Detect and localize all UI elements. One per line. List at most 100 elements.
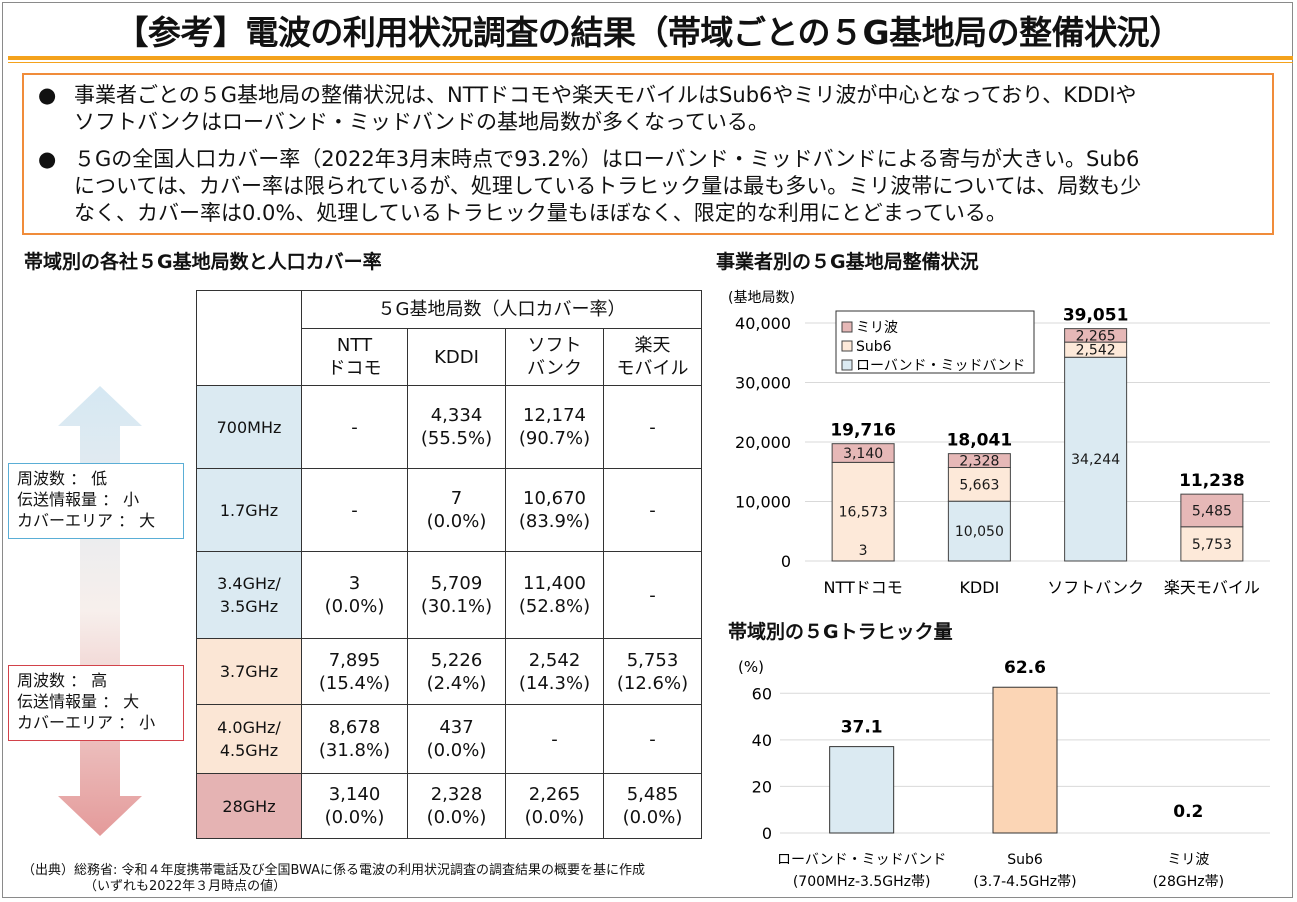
table-cell: 437 (0.0%)	[408, 705, 506, 774]
table-cell: -	[302, 386, 408, 469]
y-tick-label: 10,000	[735, 493, 791, 512]
value-label: 62.6	[1004, 658, 1046, 678]
table-row: 1.7GHz - 7 (0.0%) 10,670 (83.9%) -	[197, 469, 702, 552]
x-tick-label: ローバンド・ミッドバンド	[777, 852, 946, 868]
frequency-high-box: 周波数 ： 高 伝送情報量 ： 大 カバーエリア ： 小	[8, 665, 184, 741]
data-label: 5,663	[959, 477, 999, 493]
column-header-kddi: KDDI	[408, 329, 506, 386]
y-tick-label: 0	[762, 824, 772, 843]
table-cell: 11,400 (52.8%)	[506, 552, 604, 639]
source-line: （出典）総務省: 令和４年度携帯電話及び全国BWAに係る電波の利用状況調査の調査…	[22, 863, 645, 879]
table-cell: -	[302, 469, 408, 552]
bar	[993, 687, 1057, 833]
data-label: 5,485	[1192, 503, 1232, 519]
x-tick-label: 楽天モバイル	[1164, 578, 1260, 597]
table-section-title: 帯域別の各社５G基地局数と人口カバー率	[24, 247, 382, 274]
legend-swatch	[842, 322, 852, 332]
y-axis-label: (基地局数)	[728, 289, 795, 306]
data-label: 2,328	[959, 454, 999, 470]
base-station-table: ５G基地局数（人口カバー率） NTT ドコモ KDDI ソフト バンク 楽天 モバイル…	[196, 290, 702, 839]
table-cell: 10,670 (83.9%)	[506, 469, 604, 552]
total-label: 18,041	[947, 431, 1013, 451]
bullet-text-line: なく、カバー率は0.0%、処理しているトラヒック量もほぼなく、限定的な利用にとど…	[74, 200, 1264, 227]
data-label: 16,573	[839, 505, 888, 521]
source-line: （いずれも2022年３月時点の値）	[22, 879, 645, 895]
y-tick-label: 60	[752, 684, 772, 703]
y-tick-label: 20	[752, 777, 772, 796]
column-header-softbank: ソフト バンク	[506, 329, 604, 386]
freq-low-line: カバーエリア ： 大	[17, 510, 183, 531]
band-label: 3.7GHz	[197, 639, 302, 705]
table-cell: 5,753 (12.6%)	[604, 639, 702, 705]
table-row: 4.0GHz/4.5GHz 8,678 (31.8%) 437 (0.0%) - -	[197, 705, 702, 774]
x-tick-sublabel: (3.7-4.5GHz帯)	[973, 874, 1076, 890]
legend-swatch	[842, 360, 852, 370]
total-label: 39,051	[1063, 306, 1129, 326]
bullet-text-line: については、カバー率は限られているが、処理しているトラヒック量は最も多い。ミリ波…	[74, 173, 1264, 200]
data-label: 34,244	[1071, 452, 1120, 468]
freq-low-line: 伝送情報量 ： 小	[17, 489, 183, 510]
slide-title: 【参考】電波の利用状況調査の結果（帯域ごとの５G基地局の整備状況）	[0, 6, 1297, 54]
chart-operator-base-stations: (基地局数) 0 10,000 20,000 30,000 40,000 3 16,573 3,…	[700, 280, 1290, 605]
freq-high-line: 周波数 ： 高	[17, 670, 183, 691]
bar	[830, 747, 894, 833]
y-tick-label: 40,000	[735, 314, 791, 333]
data-label: 3,140	[843, 446, 883, 462]
summary-box: ● 事業者ごとの５G基地局の整備状況は、NTTドコモや楽天モバイルはSub6やミ…	[22, 73, 1274, 235]
table-row: 700MHz - 4,334 (55.5%) 12,174 (90.7%) -	[197, 386, 702, 469]
chart1-title: 事業者別の５G基地局整備状況	[716, 247, 979, 274]
value-label: 0.2	[1173, 802, 1203, 822]
table-cell: 8,678 (31.8%)	[302, 705, 408, 774]
table-cell: 2,265 (0.0%)	[506, 774, 604, 839]
table-corner-cell	[197, 291, 302, 386]
table-cell: -	[604, 705, 702, 774]
frequency-low-box: 周波数 ： 低 伝送情報量 ： 小 カバーエリア ： 大	[8, 463, 184, 539]
table-cell: 5,485 (0.0%)	[604, 774, 702, 839]
y-axis-label: (%)	[738, 658, 764, 676]
x-tick-label: Sub6	[1007, 852, 1043, 868]
x-tick-label: NTTドコモ	[824, 578, 903, 597]
freq-high-line: カバーエリア ： 小	[17, 712, 183, 733]
table-cell: 3,140 (0.0%)	[302, 774, 408, 839]
bullet-dot: ●	[38, 146, 56, 173]
band-label: 28GHz	[197, 774, 302, 839]
table-cell: 5,709 (30.1%)	[408, 552, 506, 639]
x-tick-label: KDDI	[959, 578, 999, 597]
title-rule-thin	[8, 62, 1293, 63]
table-cell: 3 (0.0%)	[302, 552, 408, 639]
table-cell: 5,226 (2.4%)	[408, 639, 506, 705]
table-group-header: ５G基地局数（人口カバー率）	[302, 291, 702, 329]
total-label: 11,238	[1179, 471, 1245, 491]
band-label: 1.7GHz	[197, 469, 302, 552]
freq-low-line: 周波数 ： 低	[17, 468, 183, 489]
table-cell: -	[604, 552, 702, 639]
table-row: 3.4GHz/3.5GHz 3 (0.0%) 5,709 (30.1%) 11,40…	[197, 552, 702, 639]
legend-label: Sub6	[856, 339, 892, 355]
x-tick-label: ミリ波	[1167, 852, 1209, 868]
legend-swatch	[842, 341, 852, 351]
table-cell: 4,334 (55.5%)	[408, 386, 506, 469]
table-cell: -	[506, 705, 604, 774]
frequency-arrow-icon	[58, 386, 142, 836]
source-note: （出典）総務省: 令和４年度携帯電話及び全国BWAに係る電波の利用状況調査の調査…	[22, 863, 645, 895]
chart-traffic-by-band: (%) 0 20 40 60 37.1 ローバンド・ミッドバンド (700MHz-3.5GHz…	[700, 650, 1290, 895]
chart2-title: 帯域別の５Gトラヒック量	[728, 617, 953, 644]
data-label: 5,753	[1192, 537, 1232, 553]
bullet-text-line: 事業者ごとの５G基地局の整備状況は、NTTドコモや楽天モバイルはSub6やミリ波…	[74, 82, 1264, 109]
data-label: 2,265	[1076, 328, 1116, 344]
band-label: 3.4GHz/3.5GHz	[197, 552, 302, 639]
bullet-text-line: ５Gの全国人口カバー率（2022年3月末時点で93.2%）はローバンド・ミッドバ…	[74, 146, 1264, 173]
column-header-rakuten: 楽天 モバイル	[604, 329, 702, 386]
column-header-ntt: NTT ドコモ	[302, 329, 408, 386]
band-label: 700MHz	[197, 386, 302, 469]
table-cell: 7 (0.0%)	[408, 469, 506, 552]
legend-label: ローバンド・ミッドバンド	[856, 358, 1025, 374]
y-tick-label: 30,000	[735, 374, 791, 393]
total-label: 19,716	[830, 421, 896, 441]
table-cell: 2,328 (0.0%)	[408, 774, 506, 839]
table-cell: -	[604, 386, 702, 469]
legend-label: ミリ波	[856, 320, 898, 336]
value-label: 37.1	[841, 718, 883, 738]
table-cell: -	[604, 469, 702, 552]
data-label: 3	[859, 543, 868, 559]
